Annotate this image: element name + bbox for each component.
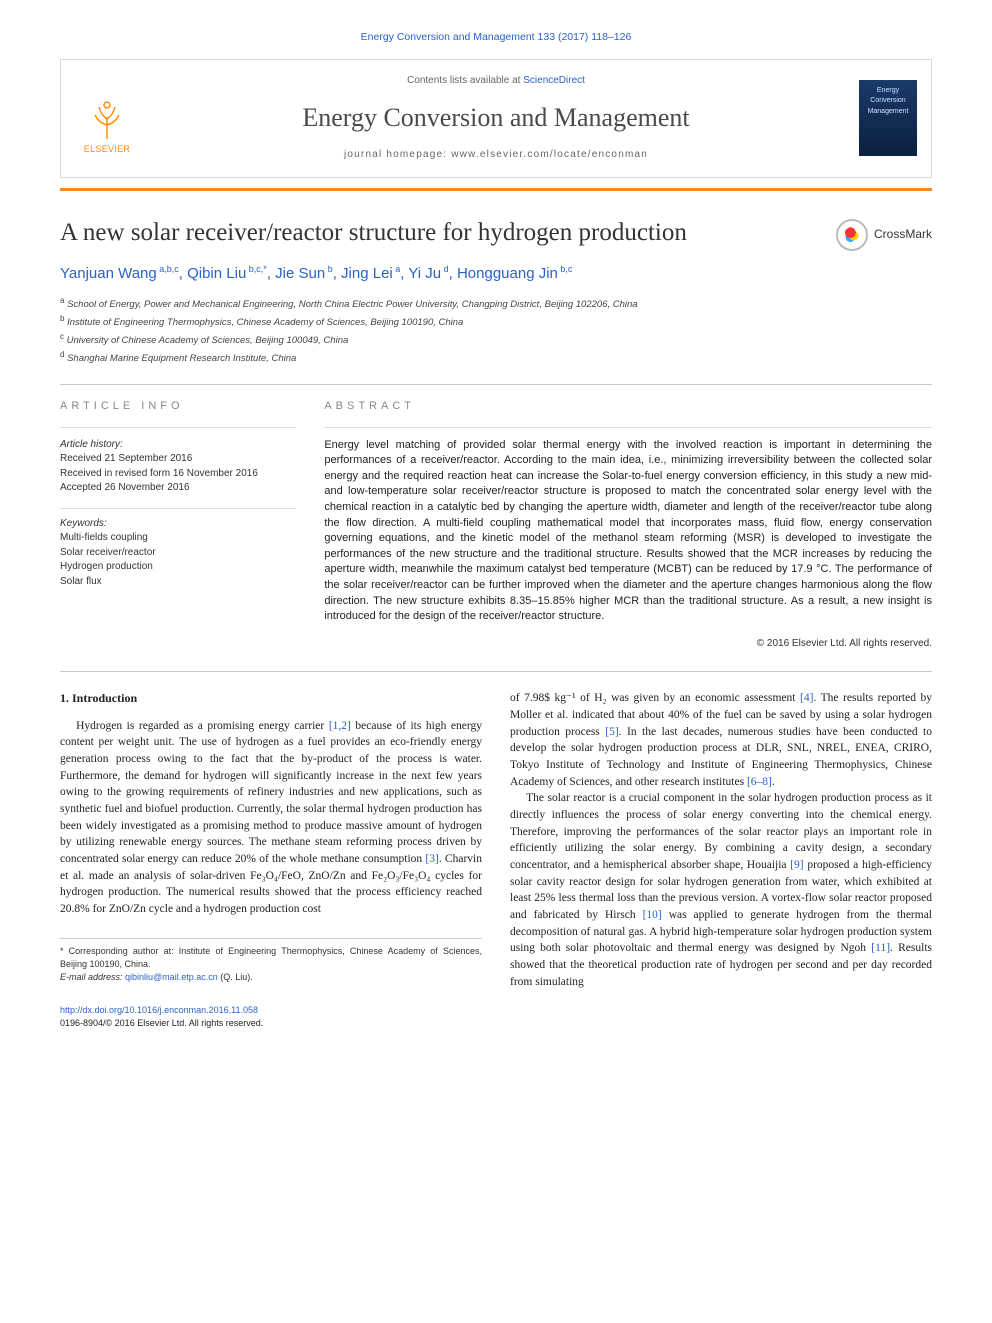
article-info-heading: ARTICLE INFO: [60, 399, 296, 415]
issn-copyright: 0196-8904/© 2016 Elsevier Ltd. All right…: [60, 1017, 932, 1030]
citation-link[interactable]: [5]: [605, 726, 618, 738]
page-footer: http://dx.doi.org/10.1016/j.enconman.201…: [60, 1004, 932, 1030]
keyword-item: Solar receiver/reactor: [60, 546, 296, 561]
history-line: Received in revised form 16 November 201…: [60, 467, 296, 482]
corresponding-author-footnote: * Corresponding author at: Institute of …: [60, 938, 482, 984]
crossmark-icon: [836, 219, 868, 251]
abstract-copyright: © 2016 Elsevier Ltd. All rights reserved…: [324, 637, 932, 652]
contents-available-label: Contents lists available at: [407, 75, 523, 86]
author-affil-sup: a: [393, 264, 401, 274]
article-title: A new solar receiver/reactor structure f…: [60, 215, 816, 251]
elsevier-logo: ELSEVIER: [75, 90, 139, 160]
cover-line-1: Energy: [877, 86, 899, 96]
sciencedirect-link[interactable]: ScienceDirect: [523, 75, 585, 86]
citation-header: Energy Conversion and Management 133 (20…: [60, 30, 932, 45]
body-paragraph: of 7.98$ kg⁻¹ of H₂ was given by an econ…: [510, 690, 932, 790]
contents-list-line: Contents lists available at ScienceDirec…: [81, 74, 911, 89]
affiliation-item: d Shanghai Marine Equipment Research Ins…: [60, 349, 932, 366]
citation-link[interactable]: [11]: [871, 942, 890, 954]
citation-link[interactable]: [3]: [425, 853, 438, 865]
citation-link[interactable]: [9]: [790, 859, 803, 871]
section-heading: 1. Introduction: [60, 690, 482, 707]
info-divider: [60, 508, 296, 509]
email-line: E-mail address: qibinliu@mail.etp.ac.cn …: [60, 971, 482, 984]
crossmark-widget[interactable]: CrossMark: [836, 219, 932, 251]
body-top-divider: [60, 671, 932, 672]
body-paragraph: The solar reactor is a crucial component…: [510, 790, 932, 990]
article-info-column: ARTICLE INFO Article history: Received 2…: [60, 399, 296, 652]
journal-homepage: journal homepage: www.elsevier.com/locat…: [81, 148, 911, 163]
keyword-item: Hydrogen production: [60, 560, 296, 575]
elsevier-tree-icon: [83, 95, 131, 143]
cover-line-2: Conversion: [870, 96, 905, 106]
keywords-head: Keywords:: [60, 517, 296, 532]
crossmark-label: CrossMark: [874, 226, 932, 243]
doi-link[interactable]: http://dx.doi.org/10.1016/j.enconman.201…: [60, 1005, 258, 1015]
authors-line: Yanjuan Wang a,b,c, Qibin Liu b,c,*, Jie…: [60, 263, 932, 285]
section-divider: [60, 384, 932, 385]
author-affil-sup: b: [325, 264, 333, 274]
body-paragraph: Hydrogen is regarded as a promising ener…: [60, 718, 482, 918]
elsevier-wordmark: ELSEVIER: [84, 143, 130, 156]
abstract-column: ABSTRACT Energy level matching of provid…: [324, 399, 932, 652]
keyword-item: Solar flux: [60, 575, 296, 590]
author-affil-sup: d: [441, 264, 449, 274]
abstract-heading: ABSTRACT: [324, 399, 932, 415]
affiliation-item: c University of Chinese Academy of Scien…: [60, 331, 932, 348]
author-affil-sup: a,b,c: [157, 264, 179, 274]
author-affil-sup: b,c: [558, 264, 573, 274]
affiliation-item: b Institute of Engineering Thermophysics…: [60, 313, 932, 330]
article-body: 1. Introduction Hydrogen is regarded as …: [60, 690, 932, 990]
journal-cover-thumbnail: Energy Conversion Management: [859, 80, 917, 156]
citation-link[interactable]: [4]: [800, 692, 813, 704]
affiliation-item: a School of Energy, Power and Mechanical…: [60, 295, 932, 312]
journal-name: Energy Conversion and Management: [81, 99, 911, 137]
history-line: Accepted 26 November 2016: [60, 481, 296, 496]
abstract-text: Energy level matching of provided solar …: [324, 438, 932, 625]
email-link[interactable]: qibinliu@mail.etp.ac.cn: [125, 972, 218, 982]
corresponding-line: * Corresponding author at: Institute of …: [60, 945, 482, 971]
info-divider: [60, 427, 296, 428]
history-line: Received 21 September 2016: [60, 452, 296, 467]
citation-link[interactable]: [10]: [643, 909, 662, 921]
journal-header: ELSEVIER Energy Conversion Management Co…: [60, 59, 932, 178]
article-history-head: Article history:: [60, 438, 296, 453]
affiliations-block: a School of Energy, Power and Mechanical…: [60, 295, 932, 366]
author-affil-sup: b,c,*: [246, 264, 267, 274]
citation-link[interactable]: [1,2]: [329, 720, 351, 732]
keyword-item: Multi-fields coupling: [60, 531, 296, 546]
abstract-divider: [324, 427, 932, 428]
citation-link[interactable]: [6–8]: [747, 776, 772, 788]
cover-line-3: Management: [868, 107, 909, 117]
orange-divider-bar: [60, 188, 932, 191]
